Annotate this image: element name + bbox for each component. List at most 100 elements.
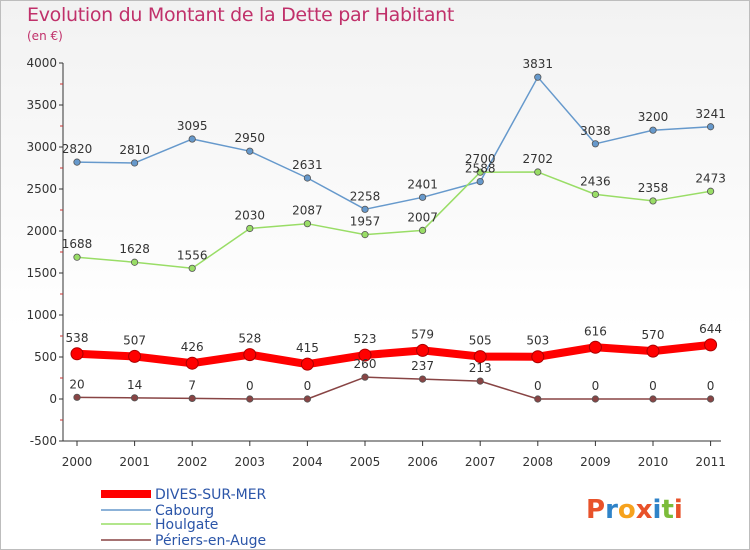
data-point bbox=[476, 168, 484, 176]
data-point bbox=[534, 73, 542, 81]
data-label: 528 bbox=[238, 332, 261, 346]
data-label: 0 bbox=[304, 379, 312, 393]
data-point bbox=[188, 135, 196, 143]
series-line-Cabourg bbox=[76, 76, 712, 211]
logo-letter: r bbox=[605, 495, 618, 525]
data-label: 2700 bbox=[465, 152, 496, 166]
series-line-Périers-en-Auge bbox=[76, 376, 712, 400]
y-tick-label: 2000 bbox=[26, 224, 57, 238]
chart-subtitle: (en €) bbox=[27, 29, 63, 43]
data-point bbox=[416, 343, 430, 357]
y-tick-label: 4000 bbox=[26, 56, 57, 70]
data-point bbox=[131, 159, 139, 167]
data-point bbox=[649, 126, 657, 134]
legend-label: Périers-en-Auge bbox=[155, 533, 266, 549]
logo-text: Proxiti bbox=[586, 495, 683, 525]
data-point bbox=[473, 350, 487, 364]
data-label: 2087 bbox=[292, 204, 323, 218]
x-tick-label: 2006 bbox=[407, 455, 438, 469]
data-point bbox=[300, 357, 314, 371]
data-point bbox=[646, 344, 660, 358]
data-point bbox=[73, 253, 81, 261]
data-point bbox=[303, 220, 311, 228]
legend: DIVES-SUR-MERCabourgHoulgatePériers-en-A… bbox=[101, 487, 267, 549]
data-label: 415 bbox=[296, 341, 319, 355]
data-label: 1628 bbox=[119, 242, 150, 256]
x-tick-label: 2001 bbox=[119, 455, 150, 469]
data-label: 237 bbox=[411, 359, 434, 373]
data-label: 3241 bbox=[695, 107, 726, 121]
x-tick-label: 2004 bbox=[292, 455, 323, 469]
data-label: 3095 bbox=[177, 119, 208, 133]
data-point bbox=[188, 394, 196, 403]
y-tick-label: -500 bbox=[30, 434, 57, 448]
data-label: 3038 bbox=[580, 124, 611, 138]
data-label: 2950 bbox=[235, 131, 266, 145]
data-label: 570 bbox=[642, 328, 665, 342]
x-tick-label: 2008 bbox=[523, 455, 554, 469]
x-tick-label: 2010 bbox=[638, 455, 669, 469]
logo-letter: t bbox=[661, 495, 673, 525]
data-point bbox=[591, 395, 600, 403]
y-tick-label: 500 bbox=[34, 350, 57, 364]
series-layer bbox=[70, 73, 718, 403]
data-point bbox=[649, 197, 657, 205]
data-label: 616 bbox=[584, 324, 607, 338]
data-label: 2810 bbox=[119, 143, 150, 157]
data-point bbox=[706, 123, 715, 131]
logo-letter: P bbox=[586, 495, 605, 525]
data-label: 3831 bbox=[523, 57, 554, 71]
y-tick-label: 1500 bbox=[26, 266, 57, 280]
y-tick-label: 3500 bbox=[26, 98, 57, 112]
x-tick-label: 2011 bbox=[695, 455, 726, 469]
data-label: 426 bbox=[181, 340, 204, 354]
data-point bbox=[418, 193, 427, 201]
data-point bbox=[303, 174, 311, 182]
data-label: 523 bbox=[354, 332, 377, 346]
data-label: 1957 bbox=[350, 215, 381, 229]
data-label: 2820 bbox=[62, 142, 93, 156]
data-point bbox=[358, 348, 372, 362]
data-point bbox=[246, 395, 254, 403]
data-point bbox=[131, 394, 139, 402]
y-tick-label: 3000 bbox=[26, 140, 57, 154]
data-label: 3200 bbox=[638, 110, 669, 124]
x-tick-label: 2007 bbox=[465, 455, 496, 469]
data-label: 2631 bbox=[292, 158, 323, 172]
data-label: 0 bbox=[707, 379, 715, 393]
data-label: 260 bbox=[354, 357, 377, 371]
data-point bbox=[128, 349, 142, 363]
data-label: 2588 bbox=[465, 162, 496, 176]
x-tick-label: 2003 bbox=[235, 455, 266, 469]
data-point bbox=[418, 226, 427, 235]
data-label: 0 bbox=[246, 379, 254, 393]
data-point bbox=[476, 377, 484, 385]
data-point bbox=[188, 264, 196, 272]
data-point bbox=[591, 140, 600, 148]
data-label: 2473 bbox=[695, 171, 726, 185]
data-point bbox=[73, 393, 81, 401]
data-point bbox=[591, 190, 600, 198]
x-tick-label: 2005 bbox=[350, 455, 381, 469]
chart-axes: -500050010001500200025003000350040002000… bbox=[26, 56, 725, 469]
proxiti-logo: Proxiti bbox=[586, 495, 683, 525]
legend-label: Cabourg bbox=[155, 503, 214, 519]
logo-letter: o bbox=[618, 495, 636, 525]
data-point bbox=[246, 224, 254, 233]
data-point bbox=[649, 395, 657, 403]
data-label: 2401 bbox=[407, 177, 438, 191]
data-label: 7 bbox=[188, 378, 196, 392]
data-label: 505 bbox=[469, 334, 492, 348]
data-point bbox=[73, 158, 81, 166]
x-tick-label: 2009 bbox=[580, 455, 611, 469]
data-label: 14 bbox=[127, 378, 142, 392]
data-point bbox=[476, 178, 484, 186]
data-label: 579 bbox=[411, 327, 434, 341]
data-label: 2007 bbox=[407, 210, 438, 224]
y-tick-label: 1000 bbox=[26, 308, 57, 322]
data-point bbox=[246, 147, 254, 155]
data-label: 507 bbox=[123, 333, 146, 347]
data-label: 2702 bbox=[523, 152, 554, 166]
